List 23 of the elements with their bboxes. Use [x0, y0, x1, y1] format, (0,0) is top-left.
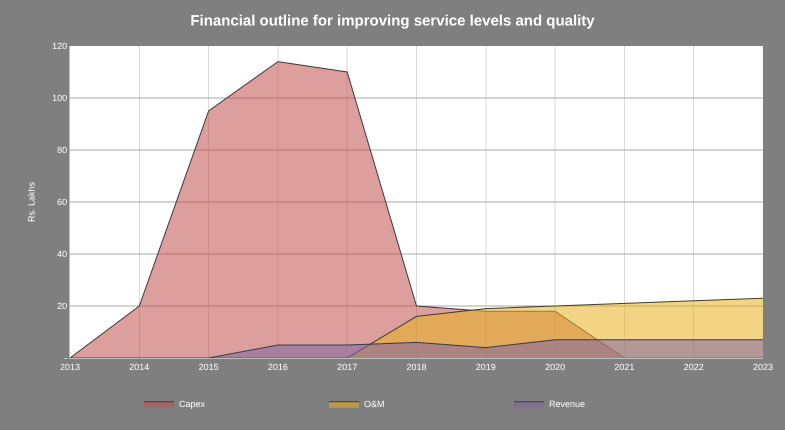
- x-tick-label: 2020: [545, 362, 566, 372]
- y-tick-label: 20: [57, 301, 68, 312]
- x-tick-label: 2019: [476, 362, 496, 372]
- x-tick-label: 2021: [614, 362, 634, 372]
- x-tick-label: 2015: [198, 362, 219, 372]
- legend-label: Revenue: [549, 399, 586, 410]
- x-tick-label: 2023: [752, 362, 774, 372]
- legend-label: O&M: [364, 399, 385, 410]
- x-tick-label: 2017: [337, 362, 358, 372]
- legend-label: Capex: [179, 399, 206, 410]
- y-axis-title: Rs. Lakhs: [26, 182, 37, 222]
- y-tick-label: 60: [57, 197, 68, 208]
- x-tick-label: 2022: [684, 362, 704, 372]
- chart-title: Financial outline for improving service levels and quality: [190, 12, 596, 30]
- x-tick-label: 2013: [60, 362, 80, 372]
- x-tick-label: 2018: [406, 362, 427, 372]
- y-tick-label: 80: [57, 145, 68, 156]
- y-tick-label: 40: [57, 249, 68, 260]
- x-tick-label: 2014: [129, 362, 150, 372]
- y-tick-label: 100: [52, 93, 68, 104]
- y-tick-label: 120: [52, 41, 68, 52]
- y-tick-label: -: [64, 353, 68, 364]
- x-tick-label: 2016: [268, 362, 288, 372]
